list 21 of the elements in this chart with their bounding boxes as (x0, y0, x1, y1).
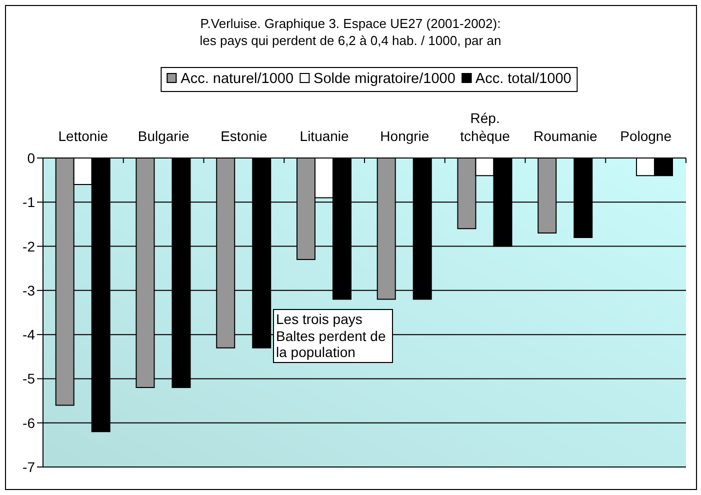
x-tick-label: Rép. tchèque (460, 110, 510, 144)
x-tick-label: Lituanie (300, 128, 350, 144)
y-tick-label: 0 (27, 150, 36, 166)
x-tick-label: Estonie (220, 128, 268, 144)
legend-label: Acc. naturel/1000 (180, 71, 294, 87)
y-tick-label: -4 (22, 326, 36, 343)
x-tick-label: Hongrie (380, 128, 430, 144)
legend-label: Acc. total/1000 (475, 71, 572, 87)
y-tick-label: -6 (22, 414, 36, 431)
y-tick-label: -2 (22, 238, 36, 254)
y-tick-label: -1 (22, 194, 36, 210)
y-tick-label: -5 (22, 370, 36, 387)
chart-title: P.Verluise. Graphique 3. Espace UE27 (2001-2002): les pays qui perdent de 6,2 à 0,4 hab. / 1000, par an (198, 15, 502, 49)
annotation: Les trois pays Baltes perdent de la population (273, 309, 393, 362)
x-tick-label: Bulgarie (138, 128, 190, 144)
x-tick-label: Pologne (620, 128, 672, 144)
y-tick-label: -3 (22, 282, 36, 298)
legend-label: Solde migratoire/1000 (314, 71, 456, 87)
x-tick-label: Roumanie (534, 128, 598, 144)
x-tick-label: Lettonie (58, 128, 108, 144)
y-tick-label: -7 (22, 458, 36, 475)
